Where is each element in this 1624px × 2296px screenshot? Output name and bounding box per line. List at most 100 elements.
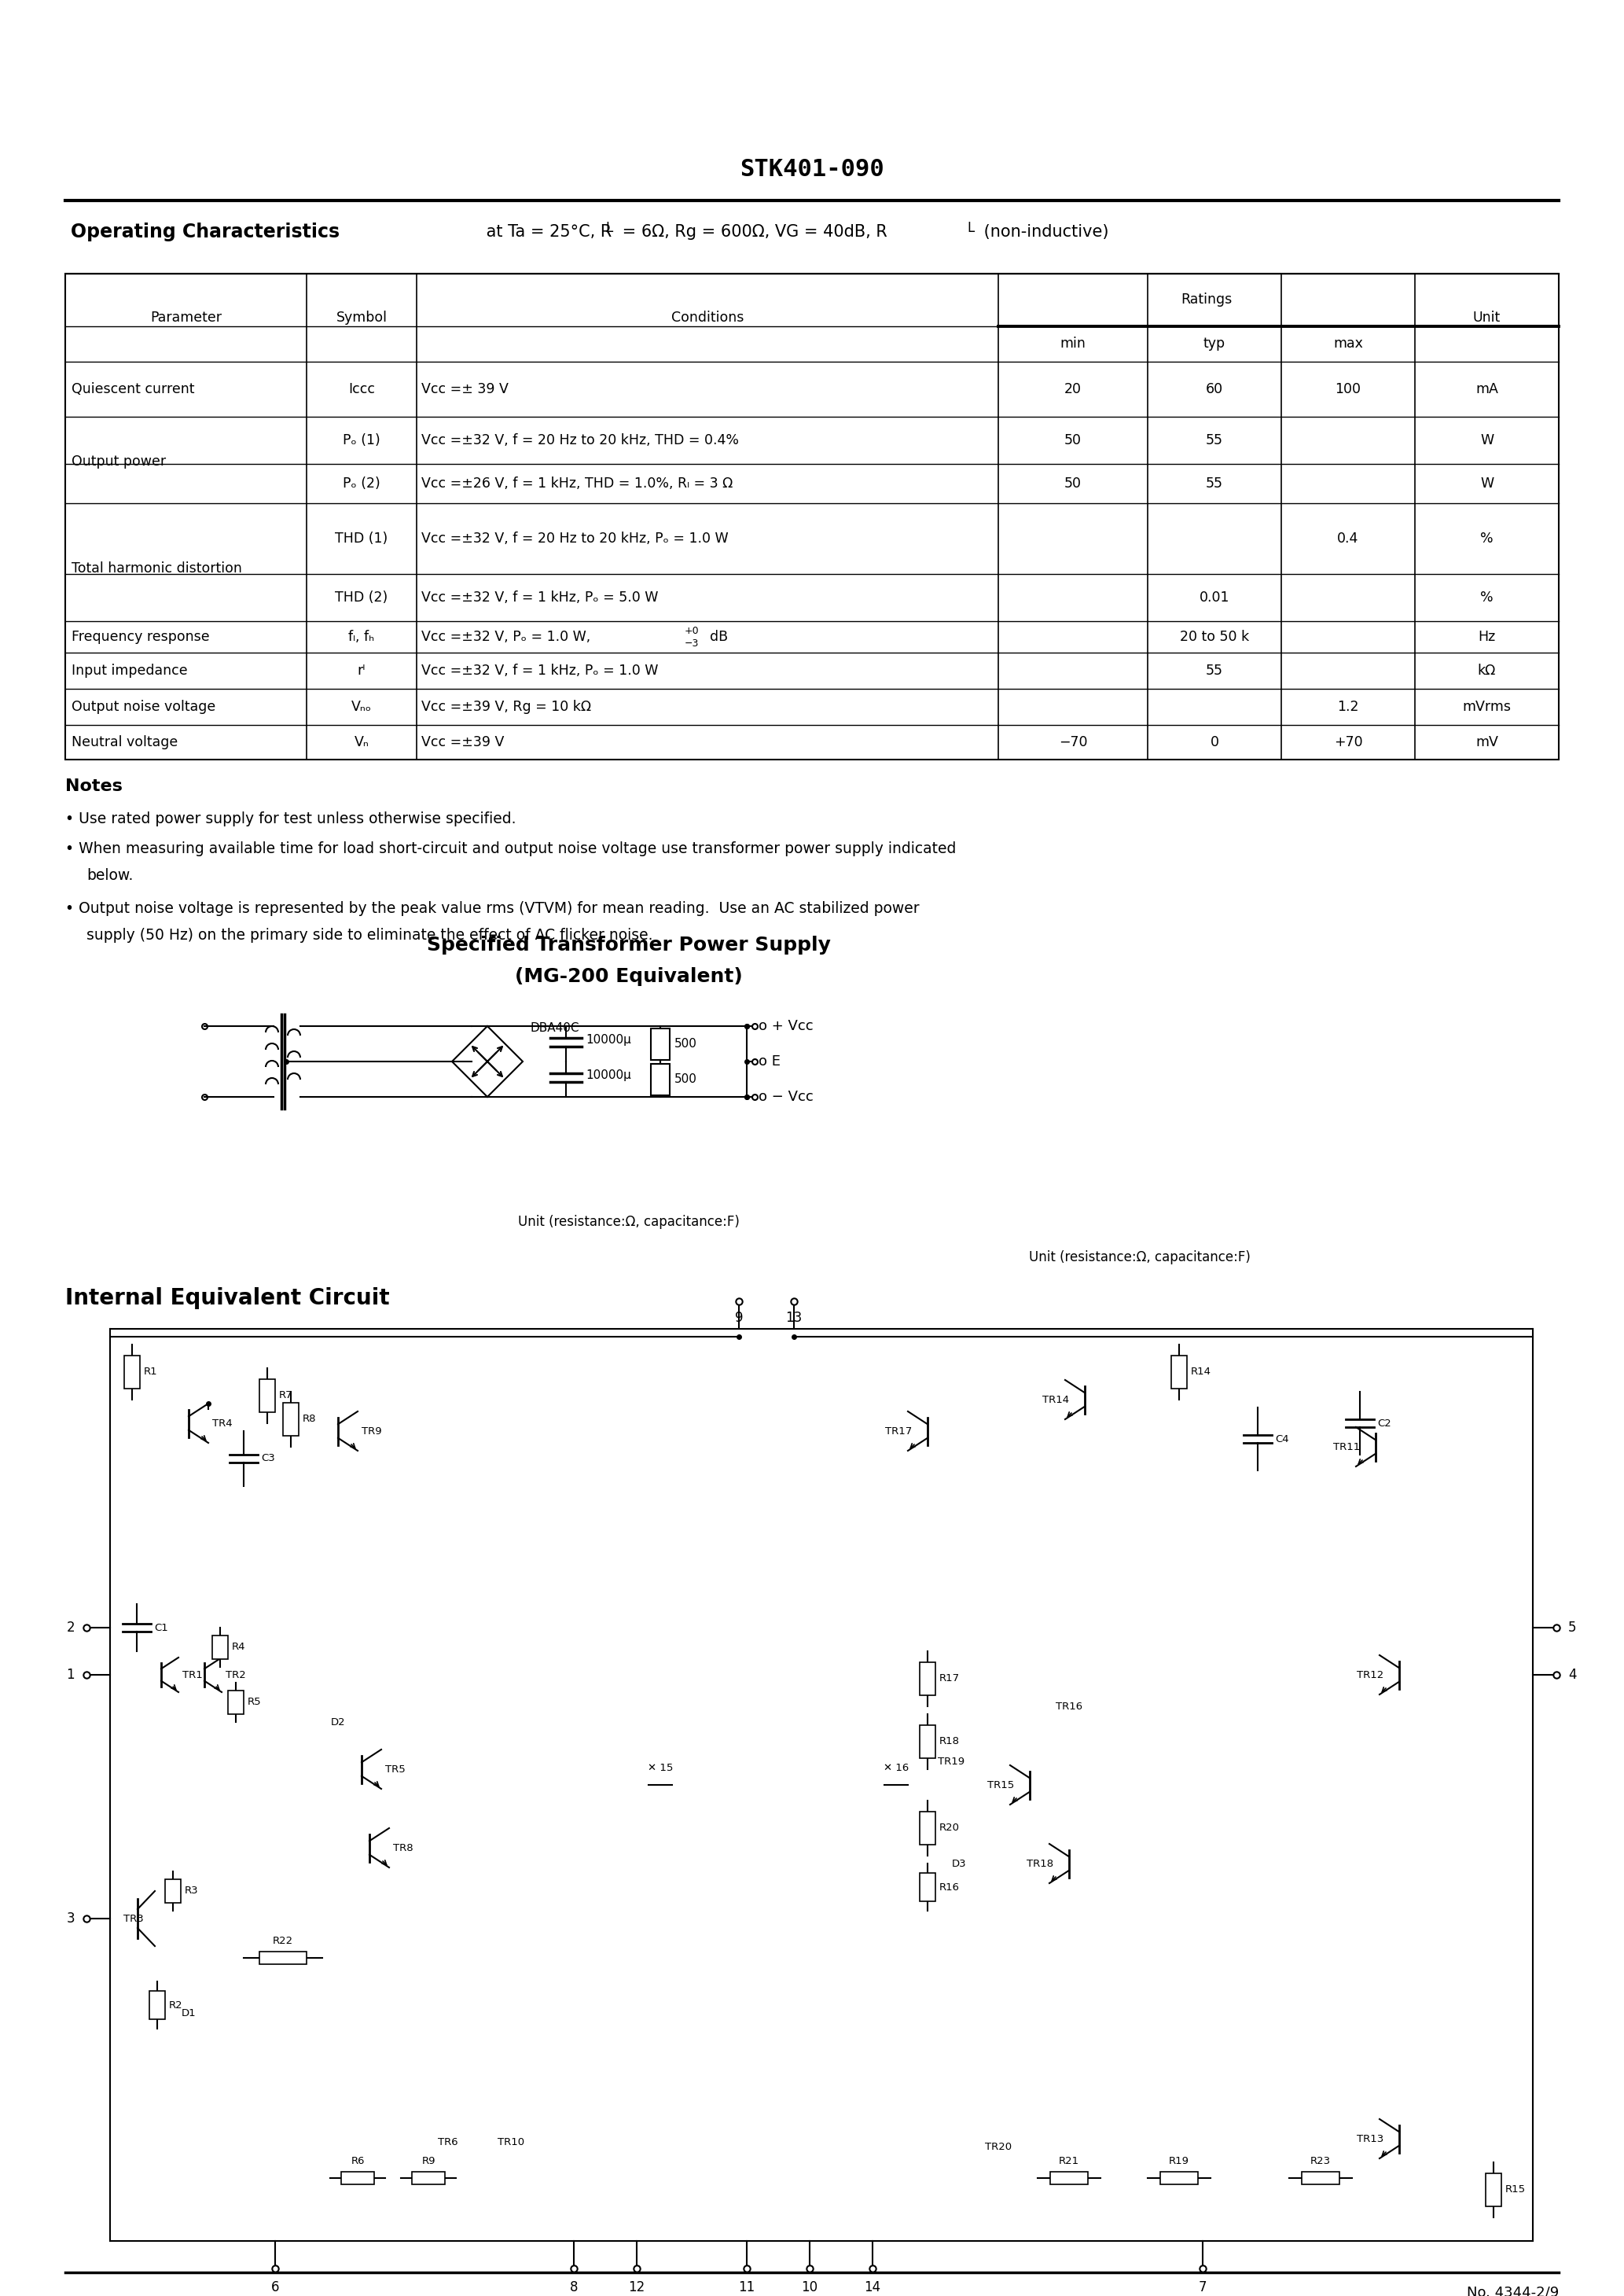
Text: TR6: TR6 <box>438 2138 458 2147</box>
Bar <box>651 1029 669 1058</box>
Text: Parameter: Parameter <box>149 310 221 324</box>
Text: R18: R18 <box>939 1736 960 1747</box>
Text: 11: 11 <box>739 2280 755 2294</box>
Text: Output noise voltage: Output noise voltage <box>71 700 216 714</box>
Text: • When measuring available time for load short-circuit and output noise voltage : • When measuring available time for load… <box>65 840 957 856</box>
Text: TR13: TR13 <box>1356 2133 1384 2144</box>
Text: 55: 55 <box>1205 664 1223 677</box>
Text: Neutral voltage: Neutral voltage <box>71 735 179 748</box>
Text: THD (1): THD (1) <box>335 533 388 546</box>
Text: %: % <box>1481 590 1494 604</box>
Bar <box>166 1878 180 1903</box>
Text: • Use rated power supply for test unless otherwise specified.: • Use rated power supply for test unless… <box>65 810 516 827</box>
Text: Specified Transformer Power Supply: Specified Transformer Power Supply <box>427 937 831 955</box>
Text: Pₒ (2): Pₒ (2) <box>343 478 380 491</box>
Text: 60: 60 <box>1205 381 1223 397</box>
Text: rᴵ: rᴵ <box>357 664 365 677</box>
Text: below.: below. <box>86 868 133 884</box>
Bar <box>1486 2174 1501 2206</box>
Text: TR3: TR3 <box>123 1913 145 1924</box>
Text: D2: D2 <box>331 1717 346 1727</box>
Bar <box>227 1690 244 1715</box>
Text: o + Vᴄᴄ: o + Vᴄᴄ <box>758 1019 814 1033</box>
Text: at Ta = 25°C, R: at Ta = 25°C, R <box>481 225 612 239</box>
Text: C4: C4 <box>1275 1433 1289 1444</box>
Text: +0: +0 <box>685 625 700 636</box>
Text: Hz: Hz <box>1478 629 1496 643</box>
Text: o − Vᴄᴄ: o − Vᴄᴄ <box>758 1091 814 1104</box>
Text: 3: 3 <box>67 1913 75 1926</box>
Text: Pₒ (1): Pₒ (1) <box>343 434 380 448</box>
Text: −70: −70 <box>1059 735 1088 748</box>
Bar <box>149 1991 166 2018</box>
Bar <box>919 1874 935 1901</box>
Text: R9: R9 <box>422 2156 435 2165</box>
Text: typ: typ <box>1203 338 1226 351</box>
Bar <box>919 1812 935 1844</box>
Text: %: % <box>1481 533 1494 546</box>
Text: STK401-090: STK401-090 <box>741 158 883 181</box>
Text: C1: C1 <box>154 1623 167 1632</box>
Text: L: L <box>966 220 974 234</box>
Text: R4: R4 <box>232 1642 245 1653</box>
Text: DBA40C: DBA40C <box>531 1022 580 1033</box>
Text: TR11: TR11 <box>1333 1442 1359 1451</box>
Text: R2: R2 <box>169 2000 184 2011</box>
Text: TR4: TR4 <box>213 1419 232 1428</box>
Text: Total harmonic distortion: Total harmonic distortion <box>71 560 242 576</box>
Text: Vᴄᴄ =±39 V, Rg = 10 kΩ: Vᴄᴄ =±39 V, Rg = 10 kΩ <box>421 700 591 714</box>
Text: Vᴄᴄ =± 39 V: Vᴄᴄ =± 39 V <box>421 381 508 397</box>
Text: TR15: TR15 <box>987 1779 1013 1791</box>
Text: Symbol: Symbol <box>336 310 387 324</box>
Text: R8: R8 <box>302 1414 317 1424</box>
Text: = 6Ω, Rg = 600Ω, VG = 40dB, R: = 6Ω, Rg = 600Ω, VG = 40dB, R <box>617 225 887 239</box>
Text: Vₙ: Vₙ <box>354 735 369 748</box>
Text: R1: R1 <box>145 1366 158 1378</box>
Text: 500: 500 <box>674 1038 697 1049</box>
Text: 500: 500 <box>674 1072 697 1086</box>
Text: dB: dB <box>710 629 728 643</box>
Text: Vᴄᴄ =±32 V, f = 1 kHz, Pₒ = 5.0 W: Vᴄᴄ =±32 V, f = 1 kHz, Pₒ = 5.0 W <box>421 590 658 604</box>
Text: mA: mA <box>1476 381 1499 397</box>
Text: 5: 5 <box>1569 1621 1577 1635</box>
Text: TR10: TR10 <box>497 2138 525 2147</box>
Text: Unit (resistance:Ω, capacitance:F): Unit (resistance:Ω, capacitance:F) <box>1030 1251 1250 1265</box>
Text: 55: 55 <box>1205 478 1223 491</box>
Text: 0.01: 0.01 <box>1200 590 1229 604</box>
Text: Conditions: Conditions <box>671 310 744 324</box>
Text: Vᴄᴄ =±39 V: Vᴄᴄ =±39 V <box>421 735 503 748</box>
Text: R16: R16 <box>939 1883 960 1892</box>
Text: 2: 2 <box>67 1621 75 1635</box>
Bar <box>1051 2172 1088 2183</box>
Bar <box>213 1635 227 1660</box>
Text: TR20: TR20 <box>984 2142 1012 2151</box>
Text: Frequency response: Frequency response <box>71 629 209 643</box>
Text: R3: R3 <box>185 1885 198 1896</box>
Text: TR18: TR18 <box>1026 1857 1054 1869</box>
Text: 55: 55 <box>1205 434 1223 448</box>
Text: TR16: TR16 <box>1056 1701 1083 1711</box>
Text: R7: R7 <box>279 1391 292 1401</box>
Text: (non-inductive): (non-inductive) <box>979 225 1109 239</box>
Text: 8: 8 <box>570 2280 578 2294</box>
Text: Internal Equivalent Circuit: Internal Equivalent Circuit <box>65 1288 390 1309</box>
Text: TR1: TR1 <box>182 1669 203 1681</box>
Text: D1: D1 <box>182 2007 197 2018</box>
Bar <box>1302 2172 1340 2183</box>
Text: TR17: TR17 <box>885 1426 911 1437</box>
Bar <box>65 273 1559 760</box>
Text: TR8: TR8 <box>393 1844 412 1853</box>
Text: ✕ 15: ✕ 15 <box>648 1763 672 1773</box>
Text: 0.4: 0.4 <box>1337 533 1359 546</box>
Text: Unit: Unit <box>1473 310 1501 324</box>
Text: supply (50 Hz) on the primary side to eliminate the effect of AC flicker noise.: supply (50 Hz) on the primary side to el… <box>86 928 653 944</box>
Text: kΩ: kΩ <box>1478 664 1496 677</box>
Text: R20: R20 <box>939 1823 960 1832</box>
Text: 10000μ: 10000μ <box>586 1033 632 1045</box>
Bar <box>341 2172 374 2183</box>
Text: Ratings: Ratings <box>1181 294 1233 308</box>
Text: 13: 13 <box>786 1311 802 1325</box>
Text: 10: 10 <box>801 2280 818 2294</box>
Text: C3: C3 <box>261 1453 274 1465</box>
Text: No. 4344-2/9: No. 4344-2/9 <box>1466 2285 1559 2296</box>
